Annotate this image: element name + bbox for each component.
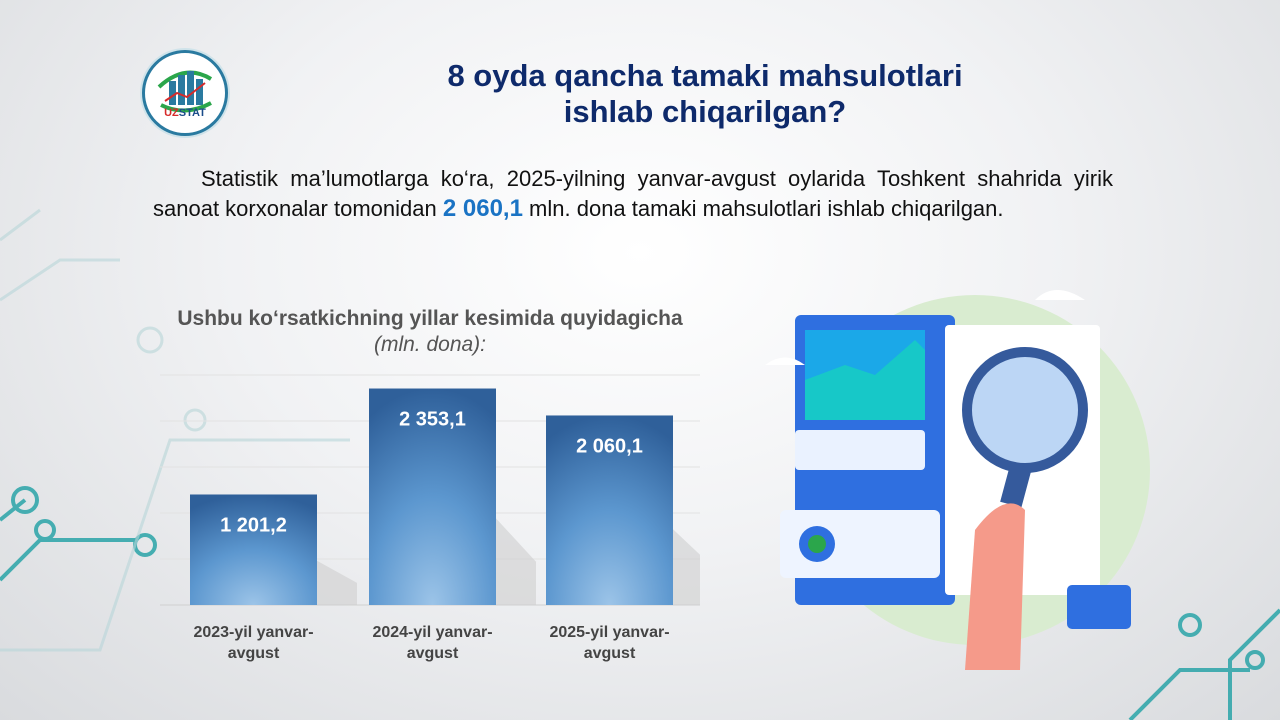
highlight-value: 2 060,1 — [442, 195, 523, 222]
x-tick-label: 2024-yil yanvar- — [372, 624, 492, 641]
chart-unit: (mln. dona): — [373, 333, 487, 356]
logo-text: UZSTAT — [164, 107, 206, 119]
chart-title: Ushbu ko‘rsatkichning yillar kesimida qu… — [160, 306, 700, 358]
bar-shadow — [673, 529, 700, 605]
hand-icon — [965, 503, 1025, 670]
bar-1 — [190, 494, 317, 605]
chat-bubble-icon — [1067, 585, 1131, 629]
chart-title-text: Ushbu ko‘rsatkichning yillar kesimida qu… — [177, 307, 683, 330]
bar-shadow — [496, 518, 536, 605]
para-text: Statistik ma’lumotlarga ko‘ra, 2025-yiln… — [153, 166, 1113, 221]
magnifier-icon — [962, 347, 1088, 473]
x-tick-label: 2023-yil yanvar- — [193, 624, 313, 641]
para-text-end: mln. dona tamaki mahsulotlari ishlab chi… — [522, 196, 1004, 221]
data-label: 1 201,2 — [220, 514, 287, 536]
title-line-1: 8 oyda qancha tamaki mahsulotlari — [447, 58, 963, 93]
data-label: 2 060,1 — [576, 435, 643, 457]
summary-paragraph: Statistik ma’lumotlarga ko‘ra, 2025-yiln… — [153, 164, 1113, 224]
x-tick-label: 2025-yil yanvar- — [549, 624, 669, 641]
data-label: 2 353,1 — [399, 409, 466, 431]
data-analysis-illustration — [765, 290, 1150, 670]
x-tick-label: avgust — [584, 645, 636, 662]
title-line-2: ishlab chiqarilgan? — [563, 94, 847, 129]
bar-chart: 1 201,2 2023-yil yanvar-avgust 2 353,1 2024… — [160, 374, 700, 662]
bar-3 — [546, 415, 673, 605]
bar-shadow — [317, 560, 357, 605]
logo-chart-icon — [157, 70, 213, 113]
uzstat-logo: UZSTAT — [142, 50, 228, 136]
bar-2 — [369, 388, 496, 605]
x-tick-label: avgust — [407, 645, 459, 662]
x-tick-label: avgust — [228, 645, 280, 662]
page-title: 8 oyda qancha tamaki mahsulotlari ishlab… — [330, 58, 1080, 130]
